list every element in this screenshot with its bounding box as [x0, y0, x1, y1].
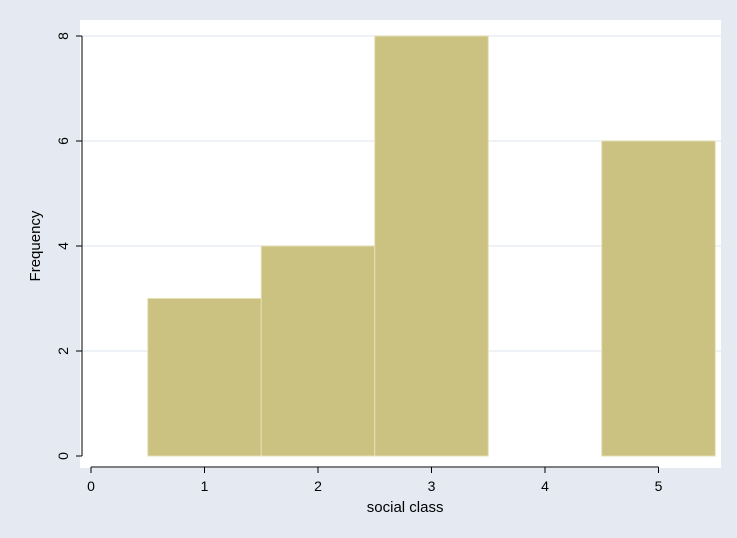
x-tick-label: 4: [541, 478, 549, 494]
y-tick-label: 8: [55, 32, 71, 40]
x-tick-label: 0: [87, 478, 95, 494]
bar: [260, 245, 376, 457]
x-tick-label: 3: [428, 478, 436, 494]
y-tick-label: 6: [55, 137, 71, 145]
bar: [374, 35, 489, 457]
y-axis-title: Frequency: [27, 210, 44, 281]
y-tick-label: 0: [55, 452, 71, 460]
axes: 0 2 4 6 8 0 1 2 3 4 5: [55, 32, 663, 494]
y-tick-label: 4: [55, 242, 71, 250]
bar: [601, 140, 716, 457]
bars: [147, 35, 716, 457]
x-tick-label: 1: [201, 478, 209, 494]
bar: [147, 298, 262, 457]
x-axis-title: social class: [367, 499, 444, 516]
y-tick-label: 2: [55, 347, 71, 355]
x-tick-label: 5: [655, 478, 663, 494]
x-tick-label: 2: [314, 478, 322, 494]
